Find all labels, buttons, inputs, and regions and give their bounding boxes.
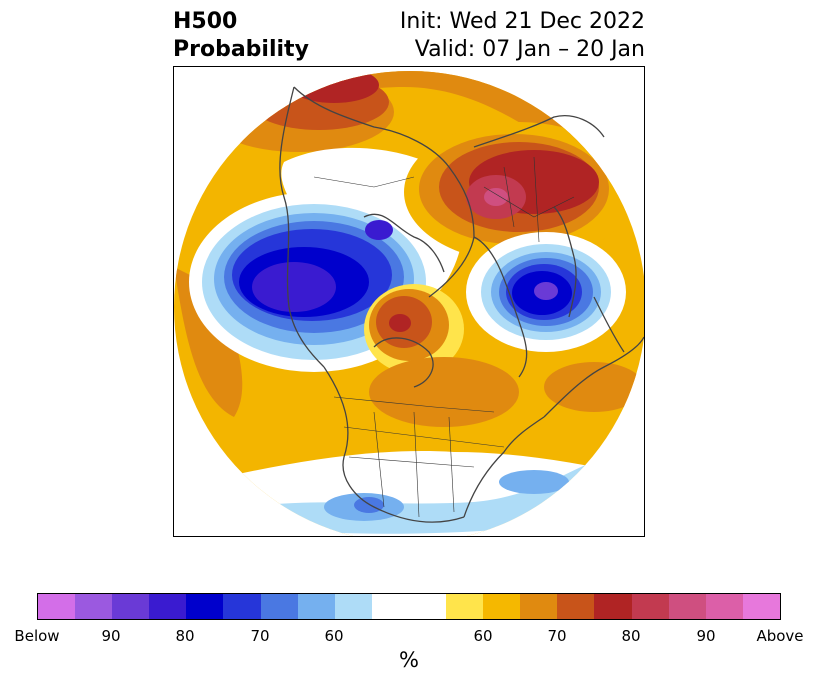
valid-period: Valid: 07 Jan – 20 Jan [414, 37, 645, 62]
colorbar-segment-below [334, 594, 372, 619]
political-borders [313, 156, 575, 518]
colorbar-segment-below [260, 594, 298, 619]
colorbar-segment-below [112, 594, 150, 619]
colorbar-tick-label: 60 [473, 627, 493, 645]
map-svg [174, 71, 644, 536]
colorbar [37, 593, 781, 620]
colorbar-tick-label: 80 [621, 627, 641, 645]
colorbar-segment-below [38, 594, 76, 619]
colorbar-segment-below [75, 594, 113, 619]
colorbar-segment-below [223, 594, 261, 619]
colorbar-segment-below [297, 594, 335, 619]
colorbar-tick-label: Above [756, 627, 804, 645]
colorbar-segment-above [668, 594, 706, 619]
colorbar-segment-above [483, 594, 521, 619]
colorbar-segment-above [557, 594, 595, 619]
title-variable: H500 [173, 9, 238, 34]
coastlines [279, 86, 644, 523]
colorbar-segment-above [520, 594, 558, 619]
probability-map [173, 66, 645, 537]
probability-field [174, 71, 644, 536]
colorbar-segment-neutral [371, 594, 447, 619]
colorbar-unit-label: % [399, 648, 419, 672]
colorbar-tick-label: 90 [101, 627, 121, 645]
title-left: H500 Probability [173, 8, 309, 64]
colorbar-segment-below [186, 594, 224, 619]
colorbar-segment-above [446, 594, 484, 619]
colorbar-tick-label: Below [14, 627, 60, 645]
title-product: Probability [173, 37, 309, 62]
colorbar-tick-label: 60 [324, 627, 344, 645]
colorbar-segment-below [149, 594, 187, 619]
title-right: Init: Wed 21 Dec 2022 Valid: 07 Jan – 20… [400, 8, 645, 64]
colorbar-segment-above [631, 594, 669, 619]
colorbar-tick-label: 80 [175, 627, 195, 645]
colorbar-segment-above [742, 594, 780, 619]
colorbar-segment-above [594, 594, 632, 619]
colorbar-tick-label: 70 [547, 627, 567, 645]
init-date: Init: Wed 21 Dec 2022 [399, 9, 645, 34]
colorbar-tick-label: 90 [696, 627, 716, 645]
colorbar-tick-label: 70 [250, 627, 270, 645]
colorbar-segment-above [705, 594, 743, 619]
